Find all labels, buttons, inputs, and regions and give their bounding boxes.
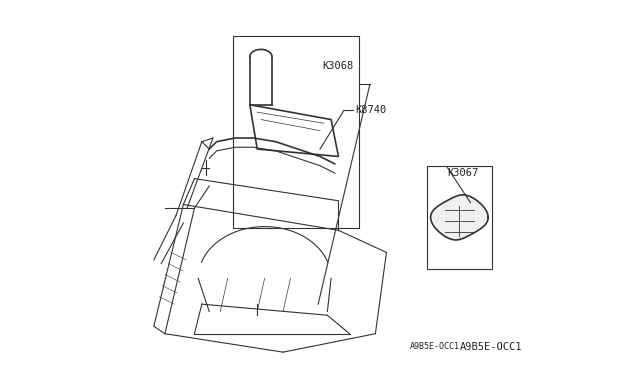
Text: K3067: K3067 (447, 168, 479, 178)
Text: A9B5E-OCC1: A9B5E-OCC1 (410, 342, 460, 351)
Text: K8740: K8740 (355, 105, 387, 115)
Bar (233, 36, 359, 228)
Text: K3068: K3068 (322, 61, 353, 71)
Polygon shape (431, 195, 488, 240)
Text: A9B5E-OCC1: A9B5E-OCC1 (460, 341, 523, 352)
Bar (427, 166, 492, 269)
